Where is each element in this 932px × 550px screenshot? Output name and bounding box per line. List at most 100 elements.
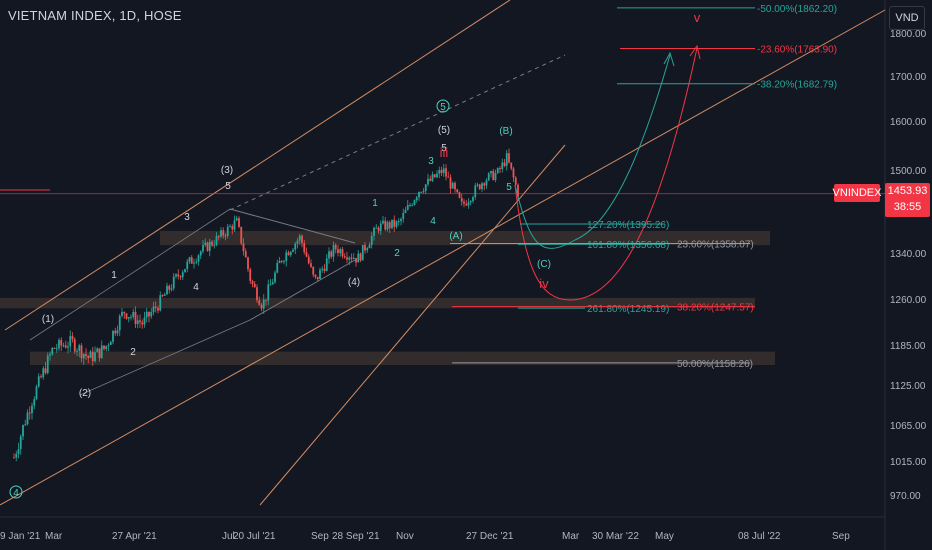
candle-body [409, 205, 411, 207]
wave-label: (5) [438, 125, 450, 136]
wave-label: 1 [111, 270, 117, 281]
y-tick-label: 1015.00 [890, 457, 927, 468]
candle-body [490, 170, 492, 174]
y-tick-label: 1600.00 [890, 117, 927, 128]
candle-body [121, 311, 123, 317]
candle-body [429, 178, 432, 181]
candle-body [384, 220, 387, 230]
channel-upper-line [4, 0, 511, 331]
bar-countdown: 38:55 [893, 201, 922, 213]
candle-body [247, 257, 249, 270]
candle-body [393, 219, 396, 227]
candle-body [514, 177, 517, 185]
currency-unit-label[interactable]: VND [889, 6, 925, 30]
candle-body [346, 257, 348, 260]
wave-label: (4) [348, 277, 360, 288]
candle-body [186, 261, 189, 270]
candle-body [15, 453, 18, 458]
candle-body [148, 311, 150, 317]
wave-label: 4 [193, 282, 199, 293]
candle-body [136, 320, 139, 325]
candle-body [98, 348, 101, 358]
candle-body [465, 203, 468, 206]
wave-label: (3) [221, 165, 233, 176]
candle-body [467, 202, 470, 206]
candle-body [103, 345, 105, 350]
candle-body [451, 182, 454, 189]
candle-body [492, 170, 495, 180]
candle-body [13, 457, 15, 459]
triangle-lower-line [249, 259, 356, 321]
candle-body [159, 295, 162, 311]
candle-body [458, 192, 461, 198]
y-tick-label: 1340.00 [890, 249, 927, 260]
candle-body [496, 168, 499, 174]
candle-body [69, 336, 72, 347]
candle-body [388, 222, 391, 229]
candle-body [206, 242, 209, 251]
candle-body [438, 170, 441, 174]
support-zone [30, 351, 775, 365]
candle-body [330, 251, 333, 257]
wave-label: (1) [42, 314, 54, 325]
x-tick-label: Jul [222, 531, 235, 542]
candle-body [364, 244, 366, 251]
candle-body [512, 168, 515, 178]
candle-body [229, 226, 231, 228]
candle-body [82, 354, 85, 359]
candle-body [197, 255, 200, 262]
projection-teal-arrowhead [663, 51, 675, 67]
candle-body [175, 274, 177, 277]
candle-body [251, 280, 254, 284]
candle-body [420, 191, 423, 193]
candle-body [508, 153, 510, 163]
candle-body [271, 282, 274, 285]
candle-body [184, 269, 186, 273]
fib-level-label: -38.20%(1682.79) [757, 80, 837, 91]
candle-body [44, 368, 47, 373]
candle-body [260, 304, 263, 309]
candle-body [188, 257, 191, 262]
candle-body [294, 243, 297, 250]
candle-body [359, 253, 362, 261]
candle-body [474, 185, 477, 198]
candle-body [163, 294, 166, 296]
x-tick-label: Sep [832, 531, 850, 542]
candle-body [332, 245, 335, 257]
fib-level-label: -50.00%(1862.20) [757, 4, 837, 15]
candle-body [76, 350, 78, 352]
candle-body [303, 243, 306, 253]
candle-body [215, 235, 218, 245]
candle-body [373, 228, 375, 236]
candle-body [87, 355, 90, 358]
candle-body [269, 284, 272, 286]
candle-body [343, 256, 346, 258]
candle-body [274, 272, 276, 283]
candle-body [233, 220, 236, 230]
candle-body [319, 269, 321, 280]
candle-body [463, 201, 465, 204]
candle-body [310, 263, 312, 267]
candle-body [181, 272, 184, 278]
candle-body [220, 230, 222, 237]
candle-body [278, 260, 281, 264]
candle-body [204, 242, 207, 246]
candle-body [503, 162, 506, 166]
candle-body [249, 269, 252, 281]
candle-body [501, 162, 504, 170]
candle-body [202, 245, 204, 252]
fib-level-label: 261.80%(1245.19) [587, 304, 669, 315]
candle-body [391, 219, 393, 229]
triangle-upper-line [229, 208, 356, 244]
candle-body [238, 218, 240, 227]
y-tick-label: 1500.00 [890, 166, 927, 177]
channel-lower-line [0, 9, 886, 506]
candle-body [217, 235, 220, 237]
candle-body [375, 227, 378, 229]
channel-trendline [259, 144, 566, 506]
candle-body [208, 241, 211, 251]
projection-red-path [514, 47, 698, 301]
candle-body [40, 376, 42, 378]
candle-body [355, 257, 357, 263]
